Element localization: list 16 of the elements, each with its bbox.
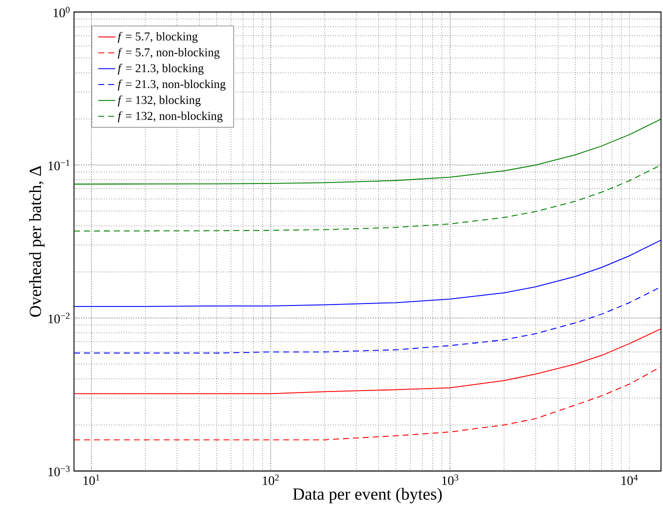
y-tick-label: 10$^{−2}$ — [48, 312, 70, 324]
legend-label: f = 132, blocking — [118, 96, 201, 107]
x-tick-label: 10$^{4}$ — [622, 474, 638, 485]
x-axis-title: Data per event (bytes) — [292, 488, 442, 504]
legend-label: f = 5.7, blocking — [118, 32, 198, 43]
y-axis-title: Overhead per batch, Δ — [29, 166, 45, 317]
x-tick-label: 10$^{2}$ — [262, 474, 279, 485]
legend-label: f = 21.3, blocking — [118, 64, 204, 75]
legend-label: f = 132, non-blocking — [118, 111, 223, 122]
y-tick-label: 10$^{−3}$ — [48, 466, 70, 476]
x-tick-label: 10$^{3}$ — [442, 474, 458, 485]
legend-label: f = 21.3, non-blocking — [118, 80, 226, 91]
y-tick-label: 10$^{−1}$ — [48, 160, 70, 170]
y-tick-label: 10$^{0}$ — [54, 6, 70, 18]
x-tick-label: 10$^{1}$ — [84, 474, 100, 485]
legend-label: f = 5.7, non-blocking — [118, 48, 220, 59]
